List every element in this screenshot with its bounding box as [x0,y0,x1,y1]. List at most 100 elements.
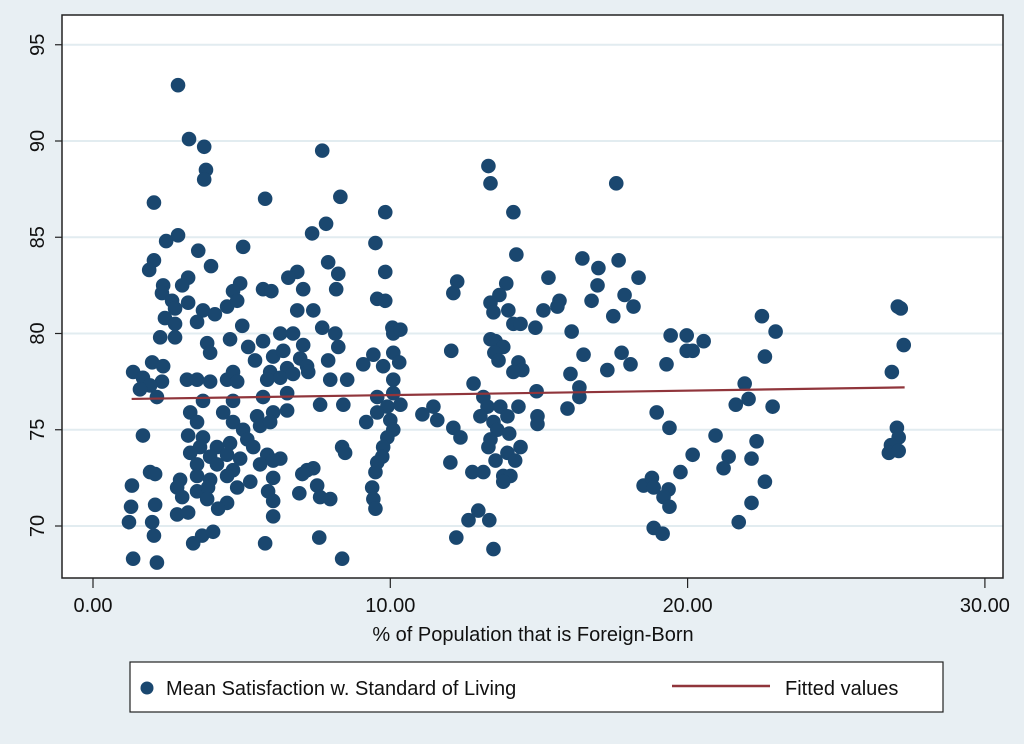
data-point [614,345,629,361]
data-point [741,391,756,407]
data-point [768,324,783,339]
data-point [576,347,591,362]
data-point [721,449,736,465]
data-point [181,131,197,147]
data-point [500,408,515,424]
data-point [336,397,351,413]
legend: Mean Satisfaction w. Standard of Living … [129,661,944,713]
data-point [182,445,198,461]
data-point [196,139,212,155]
data-point [617,287,632,303]
data-point [146,195,162,210]
data-point [511,399,526,414]
data-point [507,453,523,468]
data-point [147,497,163,513]
data-point [466,376,481,391]
data-point [481,158,496,174]
data-point [659,357,674,372]
data-point [167,301,183,316]
data-point [501,426,517,441]
data-point [443,343,459,359]
data-point [199,491,215,507]
data-point [590,278,605,293]
data-point [631,270,646,285]
data-point [369,389,385,405]
data-point [506,204,521,220]
data-point [366,347,381,362]
data-point [167,316,183,332]
data-point [149,389,165,405]
data-point [765,399,780,414]
x-tick-label: 30.00 [960,595,1010,617]
data-point [240,339,256,355]
data-point [429,412,445,428]
data-point [144,355,160,370]
legend-label-fitted: Fitted values [785,678,898,700]
data-point [461,512,476,528]
legend-label-scatter: Mean Satisfaction w. Standard of Living [166,678,516,700]
data-point [737,376,752,391]
data-point [498,276,514,291]
data-point [536,303,551,318]
data-point [285,366,301,382]
y-tick-label: 95 [27,34,49,56]
data-point [152,330,168,345]
data-point [179,372,195,388]
plot-frame [61,14,1004,579]
data-point [685,447,700,463]
data-point [646,480,662,495]
data-point [473,408,488,424]
data-point [320,254,336,270]
data-point [591,260,606,276]
data-point [309,478,325,493]
data-point [320,353,336,368]
y-tick-label: 75 [27,419,49,441]
data-point [146,528,162,543]
data-point [327,326,343,341]
data-point [322,491,338,507]
data-point [662,420,677,436]
data-point [328,281,344,297]
data-point [530,416,545,432]
data-point [385,385,401,401]
data-point [893,301,909,316]
data-point [285,326,301,341]
data-point [673,464,688,480]
data-point [215,405,231,420]
data-point [334,551,350,567]
data-point [225,393,241,409]
data-point [279,385,295,401]
data-point [330,266,346,282]
x-tick-label: 20.00 [663,595,713,617]
data-point [368,501,383,516]
data-point [180,295,196,311]
data-point [232,451,248,466]
data-point [194,528,210,543]
data-point [744,451,759,466]
data-point [234,318,250,334]
data-point [482,512,497,528]
data-point [275,343,291,359]
data-point [219,447,235,463]
legend-box [129,661,944,713]
data-point [391,355,407,370]
data-point [449,274,465,289]
data-point [563,366,578,382]
data-point [300,364,316,380]
y-tick-label: 80 [27,322,49,344]
data-point [465,464,480,480]
data-point [501,303,516,318]
data-point [679,328,695,343]
data-point [202,374,218,389]
data-point [229,293,245,309]
data-point [443,455,458,470]
data-point [124,478,140,493]
data-point [235,239,251,255]
data-point [264,283,279,299]
data-point [225,414,241,430]
data-point [649,405,664,420]
data-point [513,439,528,455]
data-point [486,541,501,557]
data-point [449,530,464,545]
data-point [896,337,912,353]
